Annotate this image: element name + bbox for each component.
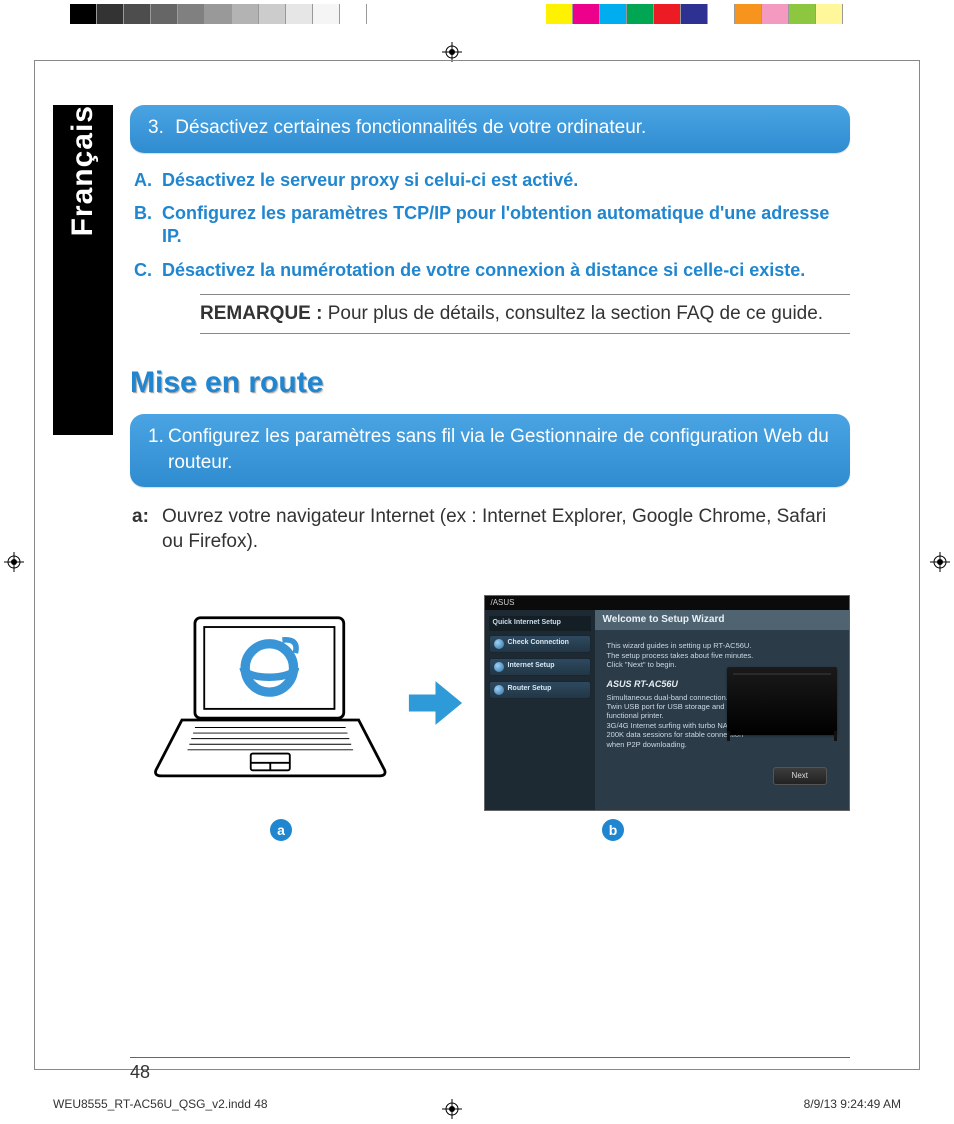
badge-a: a	[270, 819, 292, 841]
wizard-sidebar-item[interactable]: Internet Setup	[489, 658, 591, 676]
page-number: 48	[130, 1057, 850, 1083]
language-label: Français	[66, 105, 100, 254]
badge-b: b	[602, 819, 624, 841]
language-tab: Français	[53, 105, 113, 435]
step-number: 3.	[148, 115, 170, 141]
registration-mark-icon	[930, 552, 950, 572]
registration-mark-icon	[442, 42, 462, 62]
letter-label: A.	[134, 169, 162, 192]
badge-row: a b	[130, 819, 850, 841]
wizard-intro: This wizard guides in setting up RT-AC56…	[607, 641, 838, 669]
step-dot-icon	[494, 685, 504, 695]
wizard-sidebar-header: Quick Internet Setup	[489, 616, 591, 631]
wizard-brand: /ASUS	[485, 596, 850, 610]
note-label: REMARQUE :	[200, 303, 322, 324]
print-colorbar-right	[546, 4, 843, 24]
letter-label: C.	[134, 259, 162, 282]
lettered-list: A.Désactivez le serveur proxy si celui-c…	[130, 169, 850, 283]
step-dot-icon	[494, 662, 504, 672]
wizard-sidebar-item[interactable]: Check Connection	[489, 635, 591, 653]
lettered-item: A.Désactivez le serveur proxy si celui-c…	[134, 169, 850, 192]
letter-text: Désactivez la numérotation de votre conn…	[162, 259, 850, 282]
sidebar-item-label: Router Setup	[508, 685, 552, 694]
print-footer: WEU8555_RT-AC56U_QSG_v2.indd 48 8/9/13 9…	[53, 1097, 901, 1111]
substep-a: a: Ouvrez votre navigateur Internet (ex …	[132, 505, 850, 554]
wizard-next-button[interactable]: Next	[773, 767, 827, 785]
lettered-item: C.Désactivez la numérotation de votre co…	[134, 259, 850, 282]
footer-datetime: 8/9/13 9:24:49 AM	[804, 1097, 901, 1111]
setup-wizard-screenshot: /ASUS Quick Internet Setup Check Connect…	[484, 595, 851, 811]
arrow-right-icon	[407, 678, 464, 728]
registration-mark-icon	[4, 552, 24, 572]
router-image	[727, 667, 837, 735]
letter-text: Configurez les paramètres TCP/IP pour l'…	[162, 202, 850, 249]
page-content: 3. Désactivez certaines fonctionnalités …	[130, 105, 850, 841]
illustration-row: /ASUS Quick Internet Setup Check Connect…	[130, 595, 850, 811]
letter-text: Désactivez le serveur proxy si celui-ci …	[162, 169, 850, 192]
step-1-pill: 1. Configurez les paramètres sans fil vi…	[130, 414, 850, 487]
print-colorbar-left	[70, 4, 367, 24]
substep-label: a:	[132, 505, 162, 554]
section-heading: Mise en route	[130, 366, 850, 400]
step-text: Désactivez certaines fonctionnalités de …	[175, 117, 646, 138]
wizard-sidebar-item[interactable]: Router Setup	[489, 681, 591, 699]
wizard-sidebar: Quick Internet Setup Check Connection Int…	[485, 610, 595, 810]
sidebar-item-label: Internet Setup	[508, 662, 555, 671]
step-3-pill: 3. Désactivez certaines fonctionnalités …	[130, 105, 850, 153]
step-number: 1.	[148, 424, 168, 475]
wizard-title: Welcome to Setup Wizard	[595, 610, 850, 632]
lettered-item: B.Configurez les paramètres TCP/IP pour …	[134, 202, 850, 249]
step-dot-icon	[494, 639, 504, 649]
sidebar-item-label: Check Connection	[508, 639, 569, 648]
step-text: Configurez les paramètres sans fil via l…	[168, 424, 832, 475]
footer-file: WEU8555_RT-AC56U_QSG_v2.indd 48	[53, 1097, 268, 1111]
note-box: REMARQUE : Pour plus de détails, consult…	[200, 294, 850, 334]
letter-label: B.	[134, 202, 162, 249]
laptop-illustration	[154, 614, 387, 791]
substep-text: Ouvrez votre navigateur Internet (ex : I…	[162, 505, 850, 554]
note-text: Pour plus de détails, consultez la secti…	[322, 303, 823, 324]
